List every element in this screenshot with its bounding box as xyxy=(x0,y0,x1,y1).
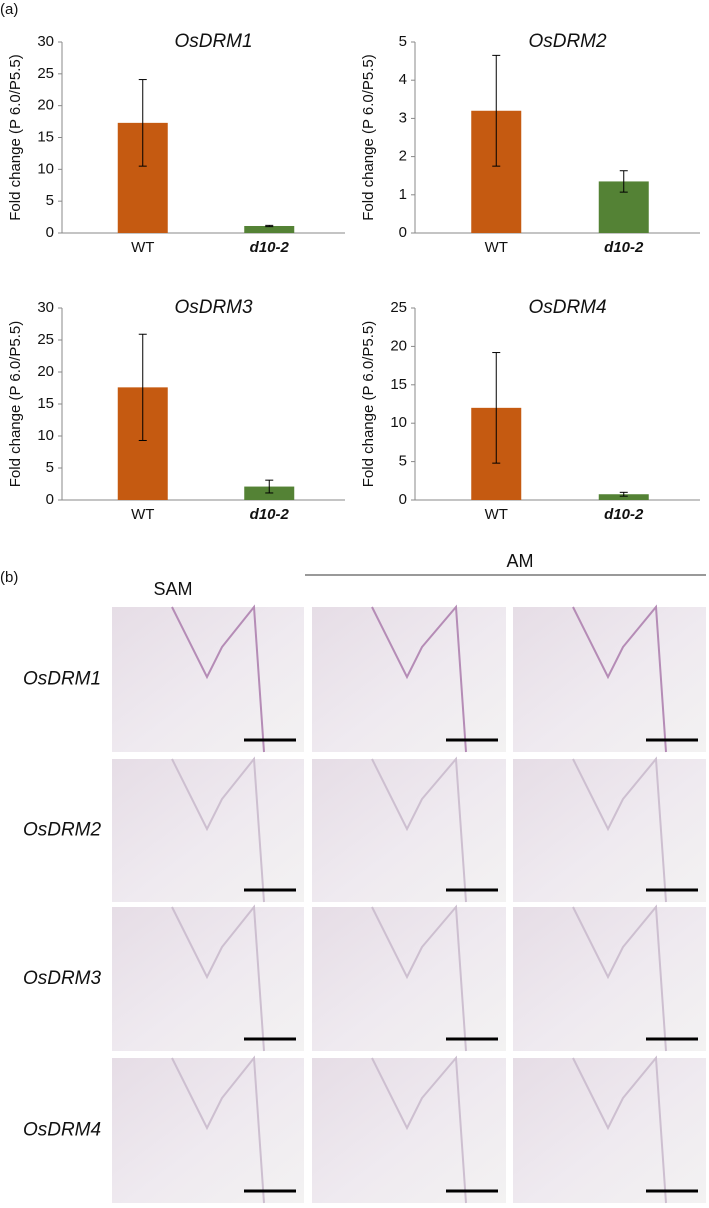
y-tick-label: 25 xyxy=(37,331,54,348)
tissue-outline xyxy=(371,604,467,753)
micrograph xyxy=(513,1058,706,1203)
y-axis-label: Fold change (P 6.0/P5.5) xyxy=(360,321,377,488)
y-tick-label: 5 xyxy=(46,459,54,476)
y-tick-label: 20 xyxy=(37,97,54,114)
tissue-outline xyxy=(371,1055,467,1204)
y-tick-label: 1 xyxy=(399,186,407,203)
chart-title: OsDRM3 xyxy=(174,297,253,318)
group-header: AM xyxy=(507,551,534,571)
y-tick-label: 15 xyxy=(37,128,54,145)
bar xyxy=(598,494,649,500)
panel-label: (a) xyxy=(0,1,18,18)
chart-title: OsDRM1 xyxy=(174,31,252,52)
micrograph xyxy=(312,759,506,902)
micrograph xyxy=(513,759,706,902)
y-tick-label: 5 xyxy=(399,33,407,50)
micrograph xyxy=(312,607,506,752)
tissue-outline xyxy=(572,756,667,903)
tissue-outline xyxy=(171,904,265,1052)
y-tick-label: 30 xyxy=(37,299,54,316)
micrograph xyxy=(513,907,706,1051)
x-tick-label: WT xyxy=(485,506,508,523)
x-tick-label: WT xyxy=(131,506,154,523)
x-tick-label: d10-2 xyxy=(250,506,290,523)
chart-title: OsDRM2 xyxy=(528,31,607,52)
tissue-outline xyxy=(171,756,265,903)
y-tick-label: 5 xyxy=(399,453,407,470)
column-label: SAM xyxy=(153,579,192,599)
y-tick-label: 30 xyxy=(37,33,54,50)
y-tick-label: 20 xyxy=(390,337,407,354)
micrograph xyxy=(112,607,304,752)
tissue-outline xyxy=(371,904,467,1052)
row-label: OsDRM1 xyxy=(23,669,101,690)
chart-title: OsDRM4 xyxy=(528,297,606,318)
y-tick-label: 5 xyxy=(46,192,54,209)
y-tick-label: 3 xyxy=(399,109,407,126)
y-tick-label: 0 xyxy=(46,491,54,508)
x-tick-label: d10-2 xyxy=(604,506,644,523)
bar xyxy=(244,225,295,233)
y-tick-label: 2 xyxy=(399,148,407,165)
tissue-outline xyxy=(572,604,667,753)
x-tick-label: WT xyxy=(485,239,508,256)
tissue-outline xyxy=(572,1055,667,1204)
y-tick-label: 10 xyxy=(37,427,54,444)
tissue-outline xyxy=(171,1055,265,1204)
y-tick-label: 0 xyxy=(46,224,54,241)
y-axis-label: Fold change (P 6.0/P5.5) xyxy=(360,54,377,221)
tissue-outline xyxy=(572,904,667,1052)
micrograph xyxy=(513,607,706,752)
row-label: OsDRM2 xyxy=(23,820,102,841)
row-label: OsDRM3 xyxy=(23,968,102,989)
micrograph xyxy=(312,1058,506,1203)
y-tick-label: 4 xyxy=(399,71,407,88)
y-tick-label: 0 xyxy=(399,491,407,508)
y-tick-label: 10 xyxy=(390,414,407,431)
micrograph xyxy=(112,1058,304,1203)
micrograph xyxy=(312,907,506,1051)
y-tick-label: 20 xyxy=(37,363,54,380)
micrograph xyxy=(112,759,304,902)
x-tick-label: d10-2 xyxy=(250,239,290,256)
tissue-outline xyxy=(171,604,265,753)
row-label: OsDRM4 xyxy=(23,1120,101,1141)
y-axis-label: Fold change (P 6.0/P5.5) xyxy=(7,321,24,488)
tissue-outline xyxy=(371,756,467,903)
y-tick-label: 0 xyxy=(399,224,407,241)
y-tick-label: 10 xyxy=(37,160,54,177)
y-tick-label: 15 xyxy=(37,395,54,412)
panel-label: (b) xyxy=(0,569,18,586)
y-axis-label: Fold change (P 6.0/P5.5) xyxy=(7,54,24,221)
y-tick-label: 25 xyxy=(390,299,407,316)
x-tick-label: d10-2 xyxy=(604,239,644,256)
x-tick-label: WT xyxy=(131,239,154,256)
y-tick-label: 25 xyxy=(37,65,54,82)
y-tick-label: 15 xyxy=(390,376,407,393)
micrograph xyxy=(112,907,304,1051)
